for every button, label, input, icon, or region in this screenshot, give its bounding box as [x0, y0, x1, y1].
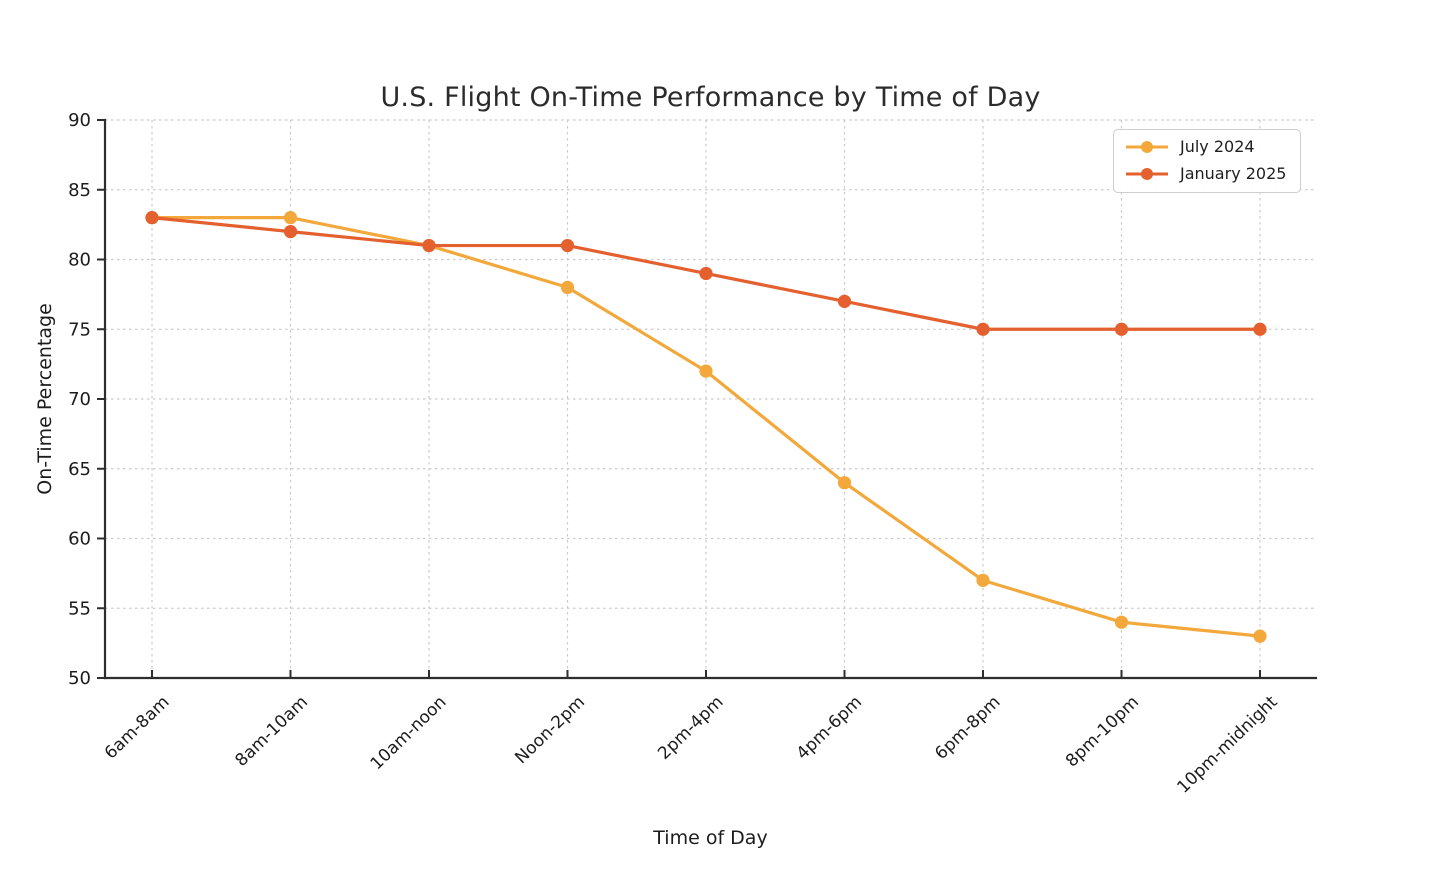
legend-label: January 2025 — [1180, 164, 1287, 183]
tick-marks — [97, 119, 1261, 679]
series-january-2025 — [145, 211, 1267, 336]
legend-label: July 2024 — [1180, 137, 1255, 156]
data-point-january-2025-8am-10am — [283, 225, 298, 239]
x-tick-label: Noon-2pm — [511, 692, 589, 768]
x-tick-label: 6pm-8pm — [931, 692, 1004, 764]
data-point-january-2025-6am-8am — [145, 211, 159, 225]
x-tick-label: 8pm-10pm — [1062, 692, 1143, 771]
y-tick-label: 60 — [68, 529, 91, 550]
x-axis-label: Time of Day — [653, 827, 768, 849]
y-tick-label: 55 — [68, 598, 91, 619]
data-point-july-2024-6pm-8pm — [976, 573, 990, 587]
data-point-january-2025-6pm-8pm — [976, 322, 990, 336]
data-point-january-2025-2pm-4pm — [699, 266, 713, 281]
y-tick-label: 80 — [68, 250, 91, 271]
data-point-july-2024-10pm-midnight — [1253, 629, 1267, 643]
gridlines — [105, 119, 1316, 678]
x-tick-label: 4pm-6pm — [793, 692, 866, 764]
data-point-january-2025-4pm-6pm — [837, 294, 852, 308]
x-tick-label: 10pm-midnight — [1173, 692, 1281, 798]
x-tick-label: 8am-10am — [232, 692, 312, 771]
data-point-january-2025-10am-noon — [422, 238, 436, 253]
y-tick-labels: 50 55 60 65 70 75 80 85 90 — [68, 110, 91, 689]
data-point-july-2024-4pm-6pm — [837, 476, 852, 490]
data-point-july-2024-noon-2pm — [560, 280, 575, 294]
data-point-july-2024-2pm-4pm — [699, 364, 713, 378]
x-tick-labels: 6am-8am 8am-10am 10am-noon Noon-2pm 2pm-4pm 4… — [101, 692, 1282, 798]
legend-item-july-2024: July 2024 — [1124, 137, 1286, 157]
legend-line-marker-icon — [1126, 141, 1168, 153]
data-point-july-2024-8am-10am — [283, 211, 298, 225]
y-tick-label: 75 — [68, 319, 91, 340]
y-axis-label: On-Time Percentage — [34, 303, 56, 495]
x-tick-label: 10am-noon — [367, 692, 451, 774]
legend: July 2024 January 2025 — [1113, 129, 1302, 193]
data-point-january-2025-noon-2pm — [560, 238, 575, 253]
y-tick-label: 90 — [68, 110, 91, 131]
y-tick-label: 50 — [68, 668, 91, 689]
y-tick-label: 70 — [68, 389, 91, 410]
x-tick-label: 2pm-4pm — [654, 692, 727, 764]
x-tick-label: 6am-8am — [101, 692, 174, 763]
y-tick-label: 85 — [68, 180, 91, 201]
data-point-january-2025-8pm-10pm — [1114, 322, 1129, 336]
data-point-july-2024-8pm-10pm — [1114, 615, 1129, 629]
legend-line-marker-icon — [1126, 168, 1168, 180]
data-point-january-2025-10pm-midnight — [1253, 322, 1267, 336]
chart-title: U.S. Flight On-Time Performance by Time … — [380, 82, 1041, 113]
legend-item-january-2025: January 2025 — [1124, 164, 1286, 184]
y-tick-label: 65 — [68, 459, 91, 480]
